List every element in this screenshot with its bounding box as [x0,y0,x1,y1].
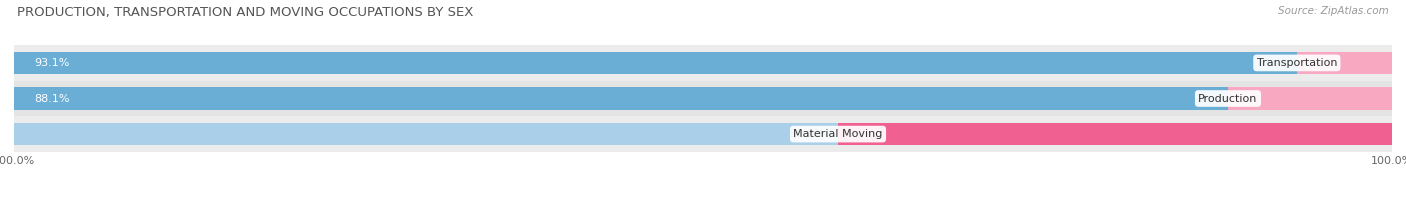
Bar [14,123,838,145]
Text: Material Moving: Material Moving [793,129,883,139]
Bar [838,123,1392,145]
Text: 93.1%: 93.1% [35,58,70,68]
Text: PRODUCTION, TRANSPORTATION AND MOVING OCCUPATIONS BY SEX: PRODUCTION, TRANSPORTATION AND MOVING OC… [17,6,474,19]
Text: 88.1%: 88.1% [35,94,70,103]
Bar [14,45,1392,81]
Text: Transportation: Transportation [1257,58,1337,68]
Bar [14,52,1296,74]
Bar [1296,52,1393,74]
Bar [14,87,1227,110]
Bar [1227,87,1392,110]
Text: 59.8%: 59.8% [789,129,824,139]
Bar [14,116,1392,152]
Bar [14,81,1392,116]
Text: Source: ZipAtlas.com: Source: ZipAtlas.com [1278,6,1389,16]
Text: Production: Production [1198,94,1257,103]
